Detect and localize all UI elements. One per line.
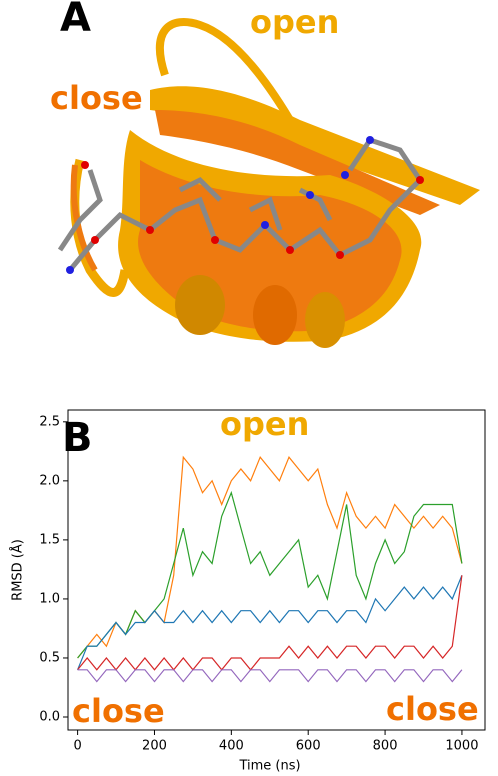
- y-tick-label: 1.0: [39, 591, 60, 606]
- panel-label: B: [62, 415, 93, 461]
- annotation: open: [250, 3, 339, 41]
- series-line: [77, 669, 463, 683]
- y-tick-label: 2.5: [39, 414, 60, 429]
- y-tick-label: 2.0: [39, 473, 60, 488]
- y-axis-label: RMSD (Å): [10, 539, 26, 601]
- x-tick-label: 1000: [445, 739, 478, 754]
- series-line: [77, 575, 463, 671]
- annotation: close: [50, 79, 143, 117]
- x-tick-label: 600: [296, 739, 321, 754]
- series-line: [77, 575, 463, 671]
- x-tick-label: 800: [373, 739, 398, 754]
- y-tick-label: 0.0: [39, 710, 60, 725]
- x-tick-label: 0: [73, 739, 81, 754]
- annotation: close: [72, 692, 165, 730]
- y-tick-label: 0.5: [39, 650, 60, 665]
- annotation: open: [220, 405, 309, 443]
- panel-label: A: [60, 0, 91, 41]
- protein-structure: [57, 18, 480, 348]
- x-tick-label: 200: [142, 739, 167, 754]
- series-line: [77, 455, 463, 659]
- y-tick-label: 1.5: [39, 532, 60, 547]
- x-axis-label: Time (ns): [238, 759, 300, 774]
- plot-frame: [67, 409, 486, 731]
- annotation: close: [386, 690, 479, 728]
- x-tick-label: 400: [219, 739, 244, 754]
- series-line: [77, 490, 463, 659]
